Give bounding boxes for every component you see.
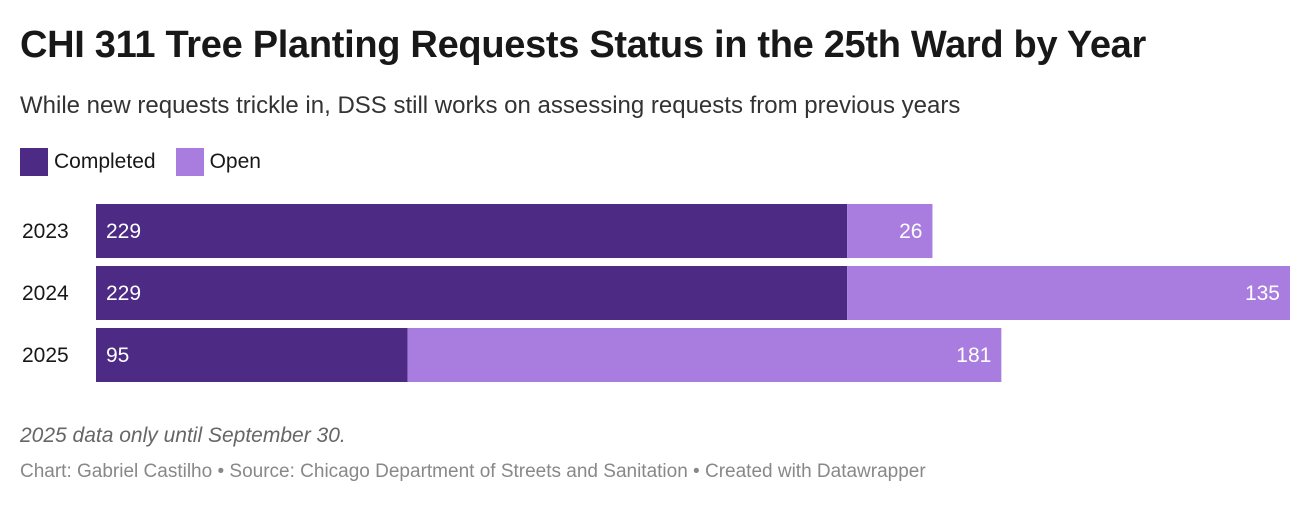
legend-label: Open bbox=[209, 150, 261, 173]
legend: Completed Open bbox=[20, 148, 261, 176]
chart-subtitle: While new requests trickle in, DSS still… bbox=[20, 92, 961, 119]
legend-item-completed: Completed bbox=[20, 148, 156, 176]
bar-chart: 2023 229 26 2024 229 135 2025 95 181 bbox=[22, 204, 1290, 382]
bar-open-2024 bbox=[847, 266, 1290, 320]
y-tick-label: 2025 bbox=[22, 344, 69, 367]
bar-open-2025 bbox=[407, 328, 1002, 382]
data-label: 135 bbox=[1245, 282, 1280, 305]
legend-swatch bbox=[175, 148, 204, 176]
legend-label: Completed bbox=[54, 150, 156, 173]
bar-completed-2023 bbox=[96, 204, 848, 258]
data-label: 95 bbox=[106, 344, 129, 367]
legend-item-open: Open bbox=[175, 148, 261, 176]
legend-swatch bbox=[20, 148, 48, 176]
chart-note: 2025 data only until September 30. bbox=[20, 424, 346, 447]
bar-completed-2024 bbox=[96, 266, 848, 320]
bar-completed-2025 bbox=[96, 328, 408, 382]
y-tick-label: 2024 bbox=[22, 282, 69, 305]
data-label: 229 bbox=[106, 282, 141, 305]
data-label: 229 bbox=[106, 220, 141, 243]
data-label: 26 bbox=[899, 220, 922, 243]
y-tick-label: 2023 bbox=[22, 220, 69, 243]
chart-title: CHI 311 Tree Planting Requests Status in… bbox=[20, 24, 1146, 66]
data-label: 181 bbox=[956, 344, 991, 367]
chart-source: Chart: Gabriel Castilho • Source: Chicag… bbox=[20, 461, 926, 482]
bar-open-2023 bbox=[847, 204, 933, 258]
